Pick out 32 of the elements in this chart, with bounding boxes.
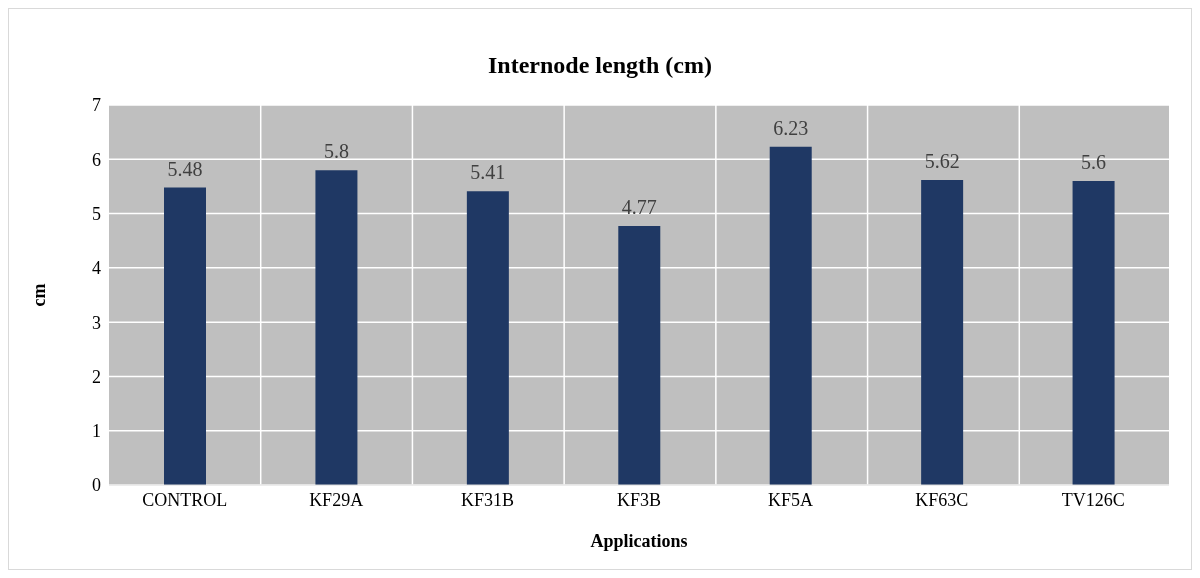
y-tick-label: 6 xyxy=(92,149,101,170)
y-tick-label: 2 xyxy=(92,366,101,387)
y-tick-label: 5 xyxy=(92,203,101,224)
y-tick-label: 1 xyxy=(92,421,101,442)
y-tick-label: 4 xyxy=(92,258,101,279)
bar xyxy=(769,146,812,485)
data-label: 4.77 xyxy=(621,196,657,219)
bar xyxy=(466,191,509,485)
bar xyxy=(921,179,964,485)
data-label: 5.48 xyxy=(167,157,203,180)
y-axis-title: cm xyxy=(29,283,50,307)
bar xyxy=(1072,181,1115,485)
bar xyxy=(164,187,206,485)
data-label: 5.6 xyxy=(1081,151,1107,173)
bar xyxy=(618,226,661,485)
y-tick-label: 3 xyxy=(92,312,101,333)
x-tick-label: CONTROL xyxy=(142,489,228,510)
x-tick-label: KF29A xyxy=(309,489,364,510)
data-label: 5.41 xyxy=(470,161,506,184)
bar xyxy=(315,170,358,485)
y-tick-label: 0 xyxy=(92,475,101,496)
y-tick-label: 7 xyxy=(92,95,101,116)
x-tick-label: KF31B xyxy=(461,489,515,510)
x-tick-label: TV126C xyxy=(1061,489,1125,510)
chart-title: Internode length (cm) xyxy=(487,51,713,80)
data-label: 5.8 xyxy=(323,140,349,163)
x-tick-label: KF5A xyxy=(767,489,813,510)
data-label: 6.23 xyxy=(773,116,809,139)
x-tick-label: KF63C xyxy=(915,489,969,510)
x-tick-label: KF3B xyxy=(616,489,662,510)
x-axis-title: Applications xyxy=(590,531,688,551)
data-label: 5.62 xyxy=(924,149,960,172)
